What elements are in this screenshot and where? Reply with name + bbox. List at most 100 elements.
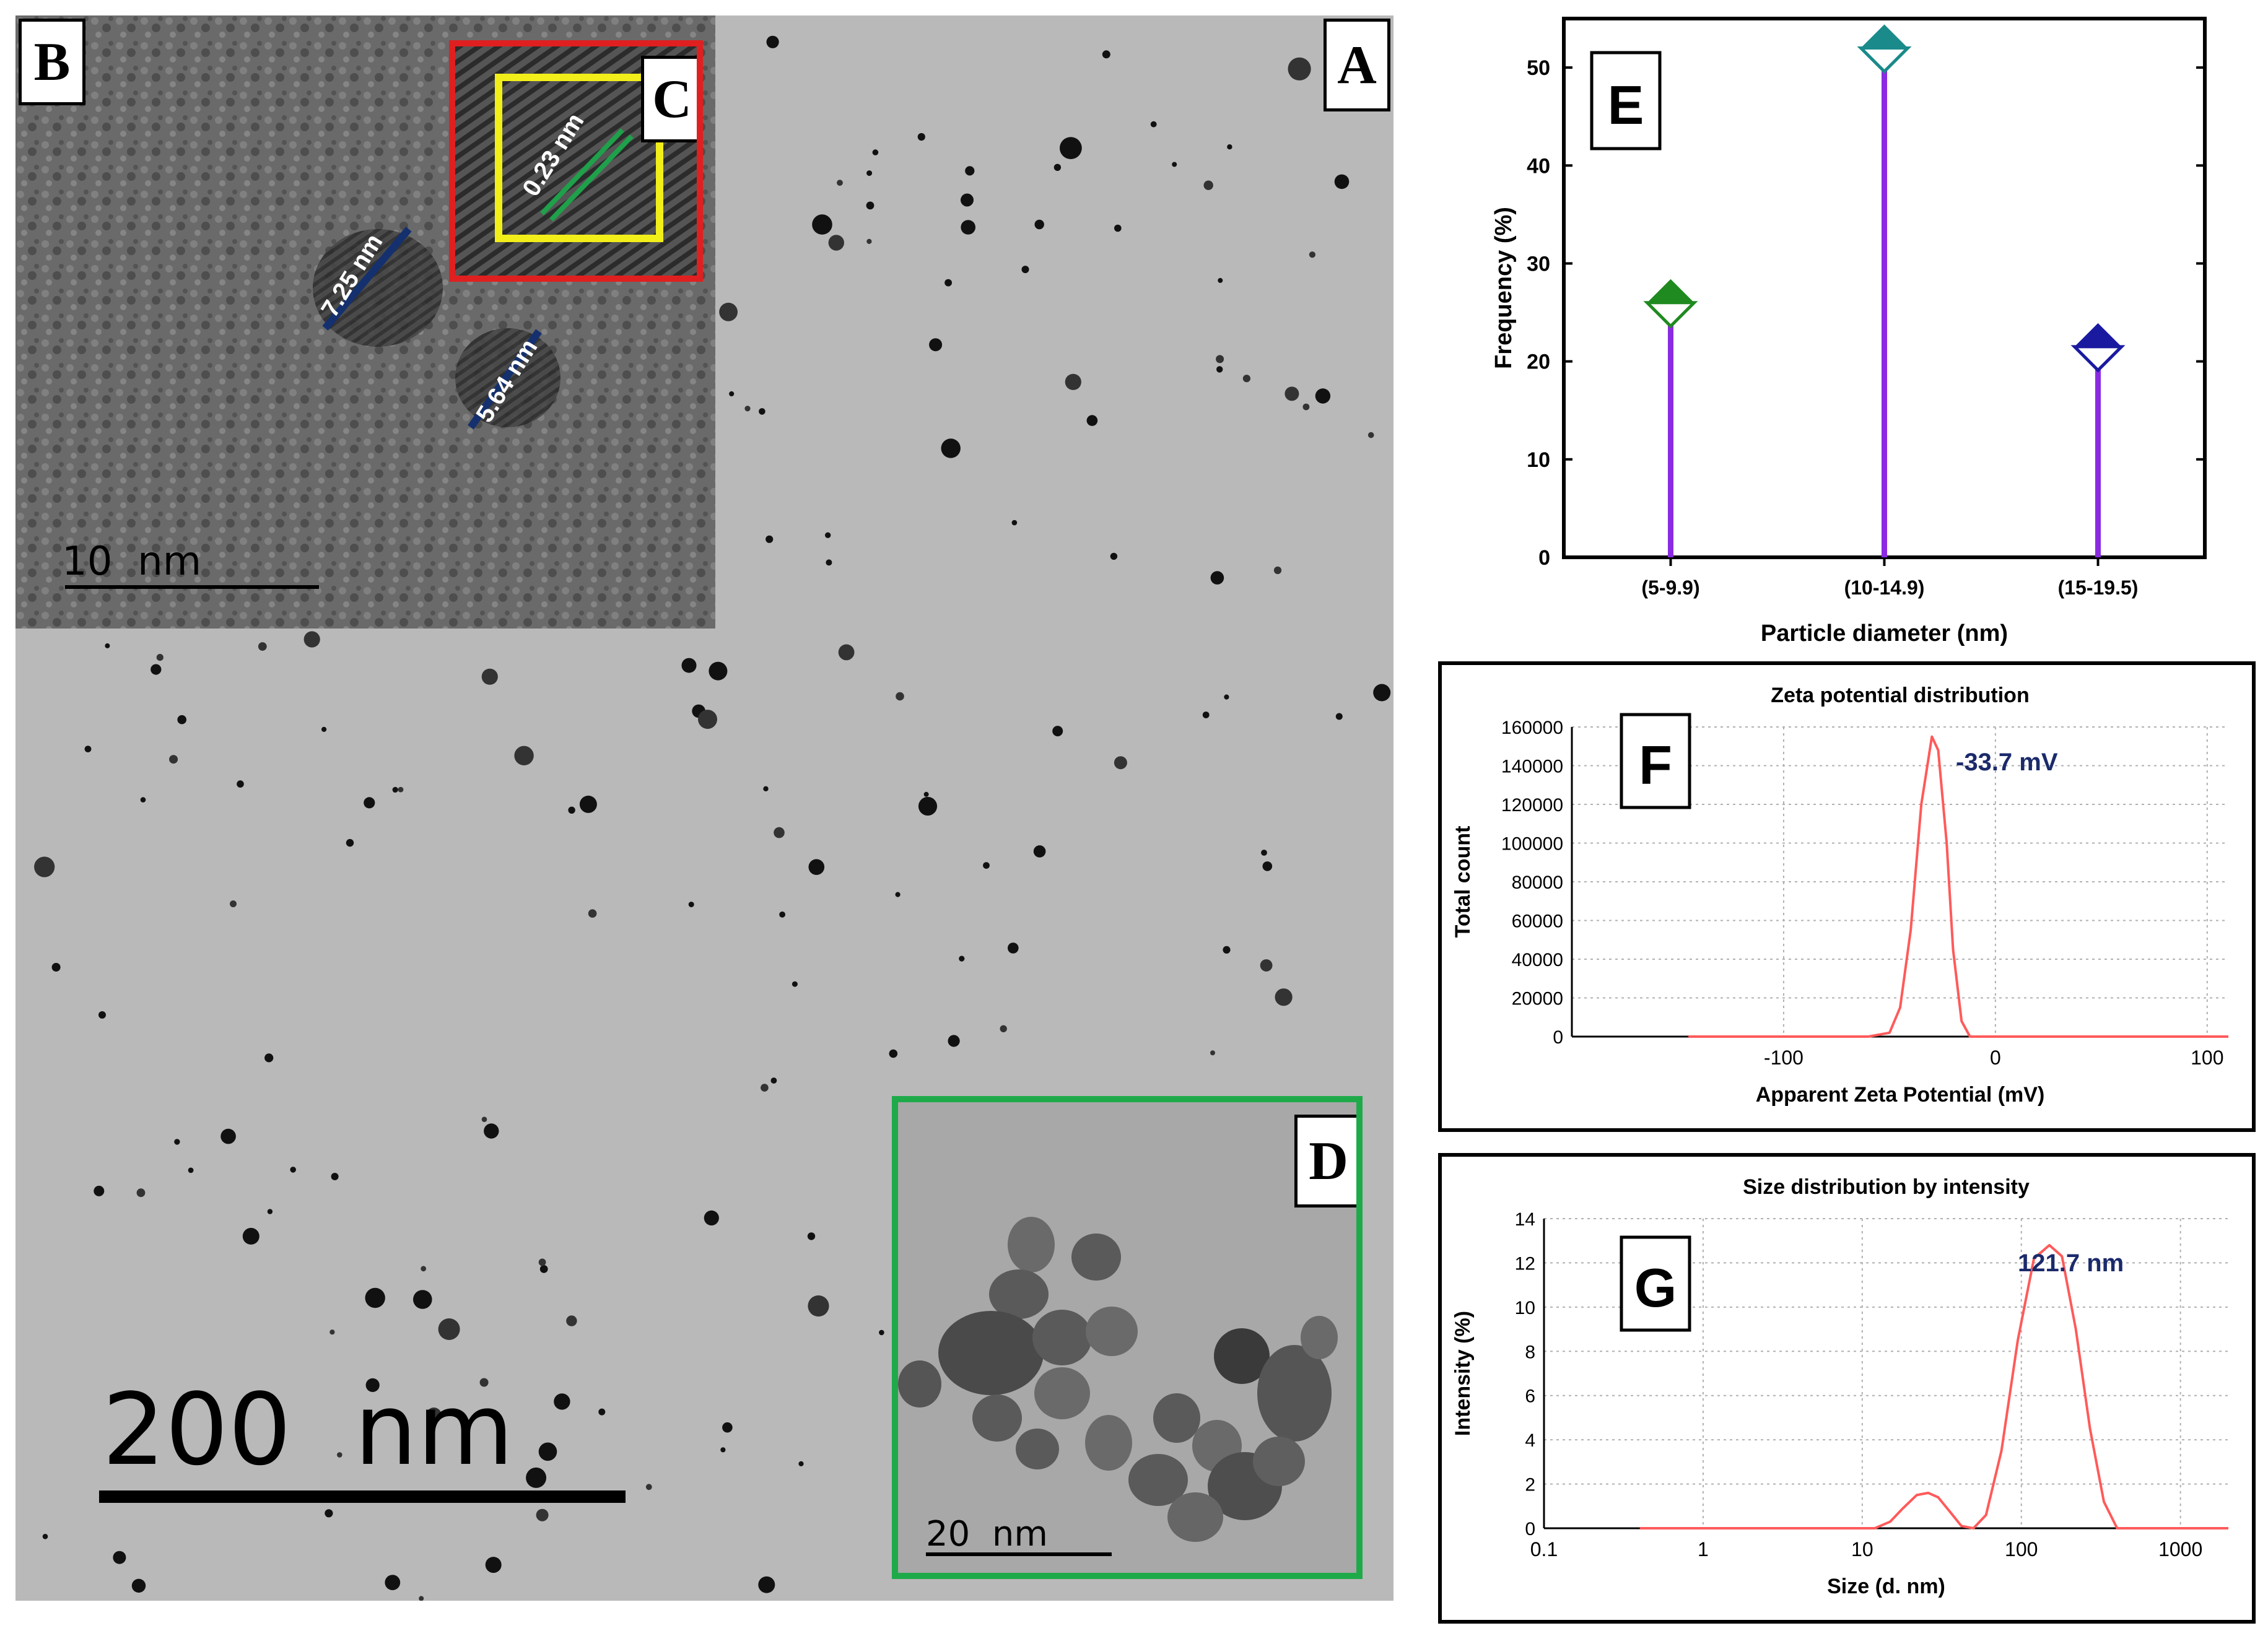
tem-particle <box>438 1318 460 1340</box>
tem-panel-c: 0.23 nm C <box>449 40 703 282</box>
tem-particle <box>156 654 164 661</box>
tem-particle <box>303 631 320 648</box>
chartG-ytick-label: 8 <box>1525 1342 1535 1362</box>
tem-particle <box>645 1484 652 1490</box>
tem-particle <box>774 827 785 838</box>
panel-label-text: F <box>1639 734 1672 796</box>
chartF-title: Zeta potential distribution <box>1771 684 2029 707</box>
chart-g-frame: Size distribution by intensity 0 2 4 6 8 10 12 1… <box>1438 1153 2256 1624</box>
spacing-line-1 <box>540 128 624 215</box>
tem-particle <box>514 746 534 766</box>
tem-particle <box>1065 373 1081 390</box>
chartF-ytick-label: 80000 <box>1512 872 1563 893</box>
chartG-xtick-label: 1 <box>1698 1538 1709 1560</box>
panel-label-g: G <box>1620 1235 1691 1332</box>
tem-particle <box>1315 388 1331 404</box>
tem-particle <box>770 1077 777 1084</box>
chart-e-marker-top <box>1860 24 1908 48</box>
tem-particle <box>1000 1025 1007 1033</box>
panel-label-f: F <box>1620 713 1691 809</box>
chartG-ytick-label: 14 <box>1515 1209 1535 1230</box>
chartG-ytick-label: 0 <box>1525 1519 1535 1539</box>
tem-particle <box>812 214 832 235</box>
tem-particle <box>961 193 974 207</box>
tem-particle <box>385 1575 401 1591</box>
tem-particle <box>481 1116 487 1122</box>
chart-e-xtick-label: (15-19.5) <box>2058 577 2139 599</box>
tem-particle <box>826 559 832 566</box>
chartG-xtick-label: 10 <box>1851 1538 1873 1560</box>
chart-e-ytick-label: 30 <box>1527 252 1550 276</box>
tem-particle <box>959 955 965 962</box>
scale-bar-b-text: 10 nm <box>62 539 202 585</box>
tem-particle <box>837 180 843 186</box>
tem-particle <box>290 1167 297 1173</box>
tem-particle <box>918 796 938 816</box>
panel-label-e-text: E <box>1608 74 1644 136</box>
tem-particle <box>136 1188 146 1198</box>
panel-label-text: G <box>1634 1257 1677 1318</box>
chartF-peak-annotation: -33.7 mV <box>1956 749 2058 776</box>
tem-particle <box>588 909 597 918</box>
tem-particle <box>1210 571 1224 585</box>
tem-particle <box>1223 946 1231 954</box>
chart-e-ylabel: Frequency (%) <box>1491 207 1517 369</box>
tem-particle <box>169 755 178 764</box>
tem-particle <box>536 1508 549 1521</box>
tem-particle <box>539 1265 548 1273</box>
tem-particle <box>866 238 872 244</box>
tem-particle <box>1260 959 1273 972</box>
tem-particle <box>131 1578 146 1593</box>
tem-particle <box>808 1295 829 1317</box>
tem-particle <box>1367 432 1374 438</box>
tem-particle <box>51 963 61 972</box>
tem-particle <box>325 1509 333 1518</box>
chartG-ytick-label: 12 <box>1515 1253 1535 1274</box>
panel-label-b: B <box>19 19 85 105</box>
tem-particle <box>94 1185 105 1196</box>
tem-particle <box>1218 277 1223 283</box>
tem-particle <box>426 1408 442 1423</box>
tem-particle <box>1203 180 1213 190</box>
tem-particle <box>961 220 975 235</box>
chartG-xtick-label: 0.1 <box>1530 1538 1558 1560</box>
panel-label-box <box>1620 1235 1691 1332</box>
tem-particle <box>828 235 845 251</box>
tem-particle <box>598 1408 606 1416</box>
tem-particle <box>688 902 694 908</box>
tem-particle <box>889 1049 898 1058</box>
tem-particle <box>1216 366 1223 373</box>
chartG-ytick-label: 2 <box>1525 1475 1535 1495</box>
tem-particle <box>1334 174 1350 189</box>
tem-particle <box>365 1287 385 1308</box>
tem-particle <box>413 1290 432 1309</box>
tem-particle <box>1052 726 1063 737</box>
tem-particle <box>1011 520 1018 526</box>
chart-e-marker-bottom <box>2070 345 2126 373</box>
tem-particle <box>1114 224 1122 232</box>
tem-particle <box>538 1258 546 1266</box>
tem-particle <box>264 1053 274 1063</box>
panel-label-box <box>1620 713 1691 809</box>
tem-particle <box>1224 694 1229 700</box>
tem-particle <box>895 892 901 897</box>
chartG-peak-annotation: 121.7 nm <box>2018 1250 2124 1277</box>
tem-particle <box>759 408 765 415</box>
tem-particle <box>481 668 498 685</box>
tem-particle <box>1262 861 1273 871</box>
tem-a-particles <box>34 22 1391 1601</box>
tem-particle <box>1335 713 1343 720</box>
tem-particle <box>1202 711 1210 718</box>
tem-particle <box>709 661 728 681</box>
chartF-ytick-label: 40000 <box>1512 950 1563 970</box>
tem-particle <box>485 1557 502 1573</box>
tem-particle <box>98 1011 106 1019</box>
chart-e-marker-top <box>1647 279 1694 303</box>
tem-particle <box>1275 988 1293 1006</box>
tem-particle <box>763 786 769 792</box>
tem-particle <box>566 1315 577 1326</box>
tem-particle <box>929 338 943 352</box>
tem-particle <box>1034 219 1044 230</box>
tem-particle <box>220 1128 236 1144</box>
tem-particle <box>364 797 375 809</box>
